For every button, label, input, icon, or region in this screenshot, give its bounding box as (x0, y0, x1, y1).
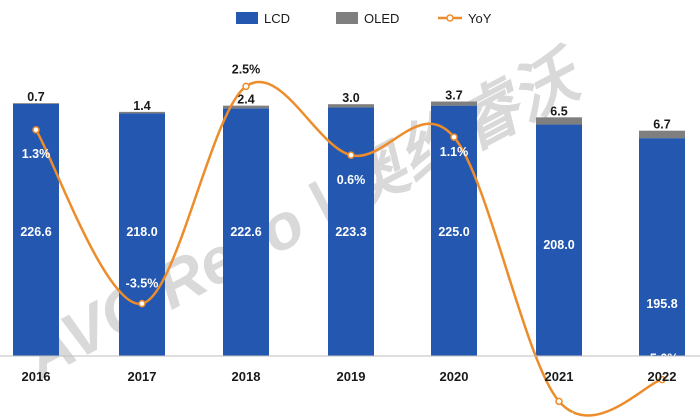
label-oled-2018: 2.4 (237, 93, 254, 107)
x-tick-2016: 2016 (22, 369, 51, 384)
bar-lcd-2020 (431, 105, 477, 356)
x-tick-2018: 2018 (232, 369, 261, 384)
label-oled-2019: 3.0 (342, 91, 359, 105)
label-oled-2021: 6.5 (550, 104, 567, 118)
label-lcd-2019: 223.3 (335, 225, 366, 239)
x-tick-2017: 2017 (128, 369, 157, 384)
label-lcd-2022: 195.8 (646, 297, 677, 311)
yoy-point-2017 (138, 299, 146, 308)
yoy-point-2021 (555, 397, 563, 406)
legend-lcd-swatch (236, 12, 258, 24)
bar-oled-2017 (119, 111, 165, 114)
bar-lcd-2018 (223, 108, 269, 356)
yoy-point-2020 (450, 133, 458, 141)
yoy-label-2017: -3.5% (126, 277, 159, 291)
bar-oled-2016 (13, 103, 59, 104)
label-lcd-2020: 225.0 (438, 225, 469, 239)
yoy-label-2019: 0.6% (337, 173, 366, 187)
watermark: AVC Revo | 奥维睿沃 (11, 36, 597, 393)
legend-yoy-marker (446, 14, 454, 22)
legend-oled-swatch (336, 12, 358, 24)
bar-oled-2019 (328, 104, 374, 108)
watermark-text: AVC Revo | 奥维睿沃 (11, 36, 597, 393)
x-tick-2020: 2020 (440, 369, 469, 384)
bar-oled-2020 (431, 101, 477, 106)
legend-oled-label: OLED (364, 11, 399, 26)
x-tick-2021: 2021 (545, 369, 574, 384)
bar-oled-2022 (639, 130, 685, 139)
bars: 226.6 0.7 218.0 1.4 222.6 2.4 223.3 3.0 225.0 3.7… (13, 89, 685, 356)
x-tick-2019: 2019 (337, 369, 366, 384)
yoy-label-2021: -6.2% (543, 410, 576, 417)
label-lcd-2016: 226.6 (20, 225, 51, 239)
bar-oled-2018 (223, 105, 269, 109)
x-tick-labels: 2016 2017 2018 2019 2020 2021 2022 (22, 369, 677, 384)
bar-lcd-2019 (328, 107, 374, 356)
legend-lcd-label: LCD (264, 11, 290, 26)
yoy-label-2018: 2.5% (232, 62, 261, 76)
label-lcd-2018: 222.6 (230, 225, 261, 239)
x-tick-2022: 2022 (648, 369, 677, 384)
bar-lcd-2017 (119, 113, 165, 356)
yoy-line-group: 1.3% -3.5% 2.5% 0.6% 1.1% -6.2% -5.6% (22, 62, 679, 417)
bar-lcd-2021 (536, 124, 582, 356)
yoy-label-2020: 1.1% (440, 145, 469, 159)
bar-lcd-2016 (13, 103, 59, 356)
yoy-point-2019 (347, 151, 355, 159)
bar-oled-2021 (536, 117, 582, 125)
yoy-label-2016: 1.3% (22, 147, 51, 161)
label-oled-2020: 3.7 (445, 89, 462, 103)
label-lcd-2017: 218.0 (126, 225, 157, 239)
label-lcd-2021: 208.0 (543, 238, 574, 252)
legend: LCD OLED YoY (236, 11, 492, 26)
label-oled-2022: 6.7 (653, 118, 670, 132)
bar-lcd-2022 (639, 138, 685, 356)
label-oled-2016: 0.7 (27, 90, 44, 104)
yoy-point-2018 (242, 82, 250, 91)
label-oled-2017: 1.4 (133, 99, 150, 113)
yoy-label-2022: -5.6% (646, 352, 679, 366)
legend-yoy-label: YoY (468, 11, 492, 26)
yoy-point-2022 (658, 375, 666, 384)
yoy-point-2016 (32, 126, 40, 134)
